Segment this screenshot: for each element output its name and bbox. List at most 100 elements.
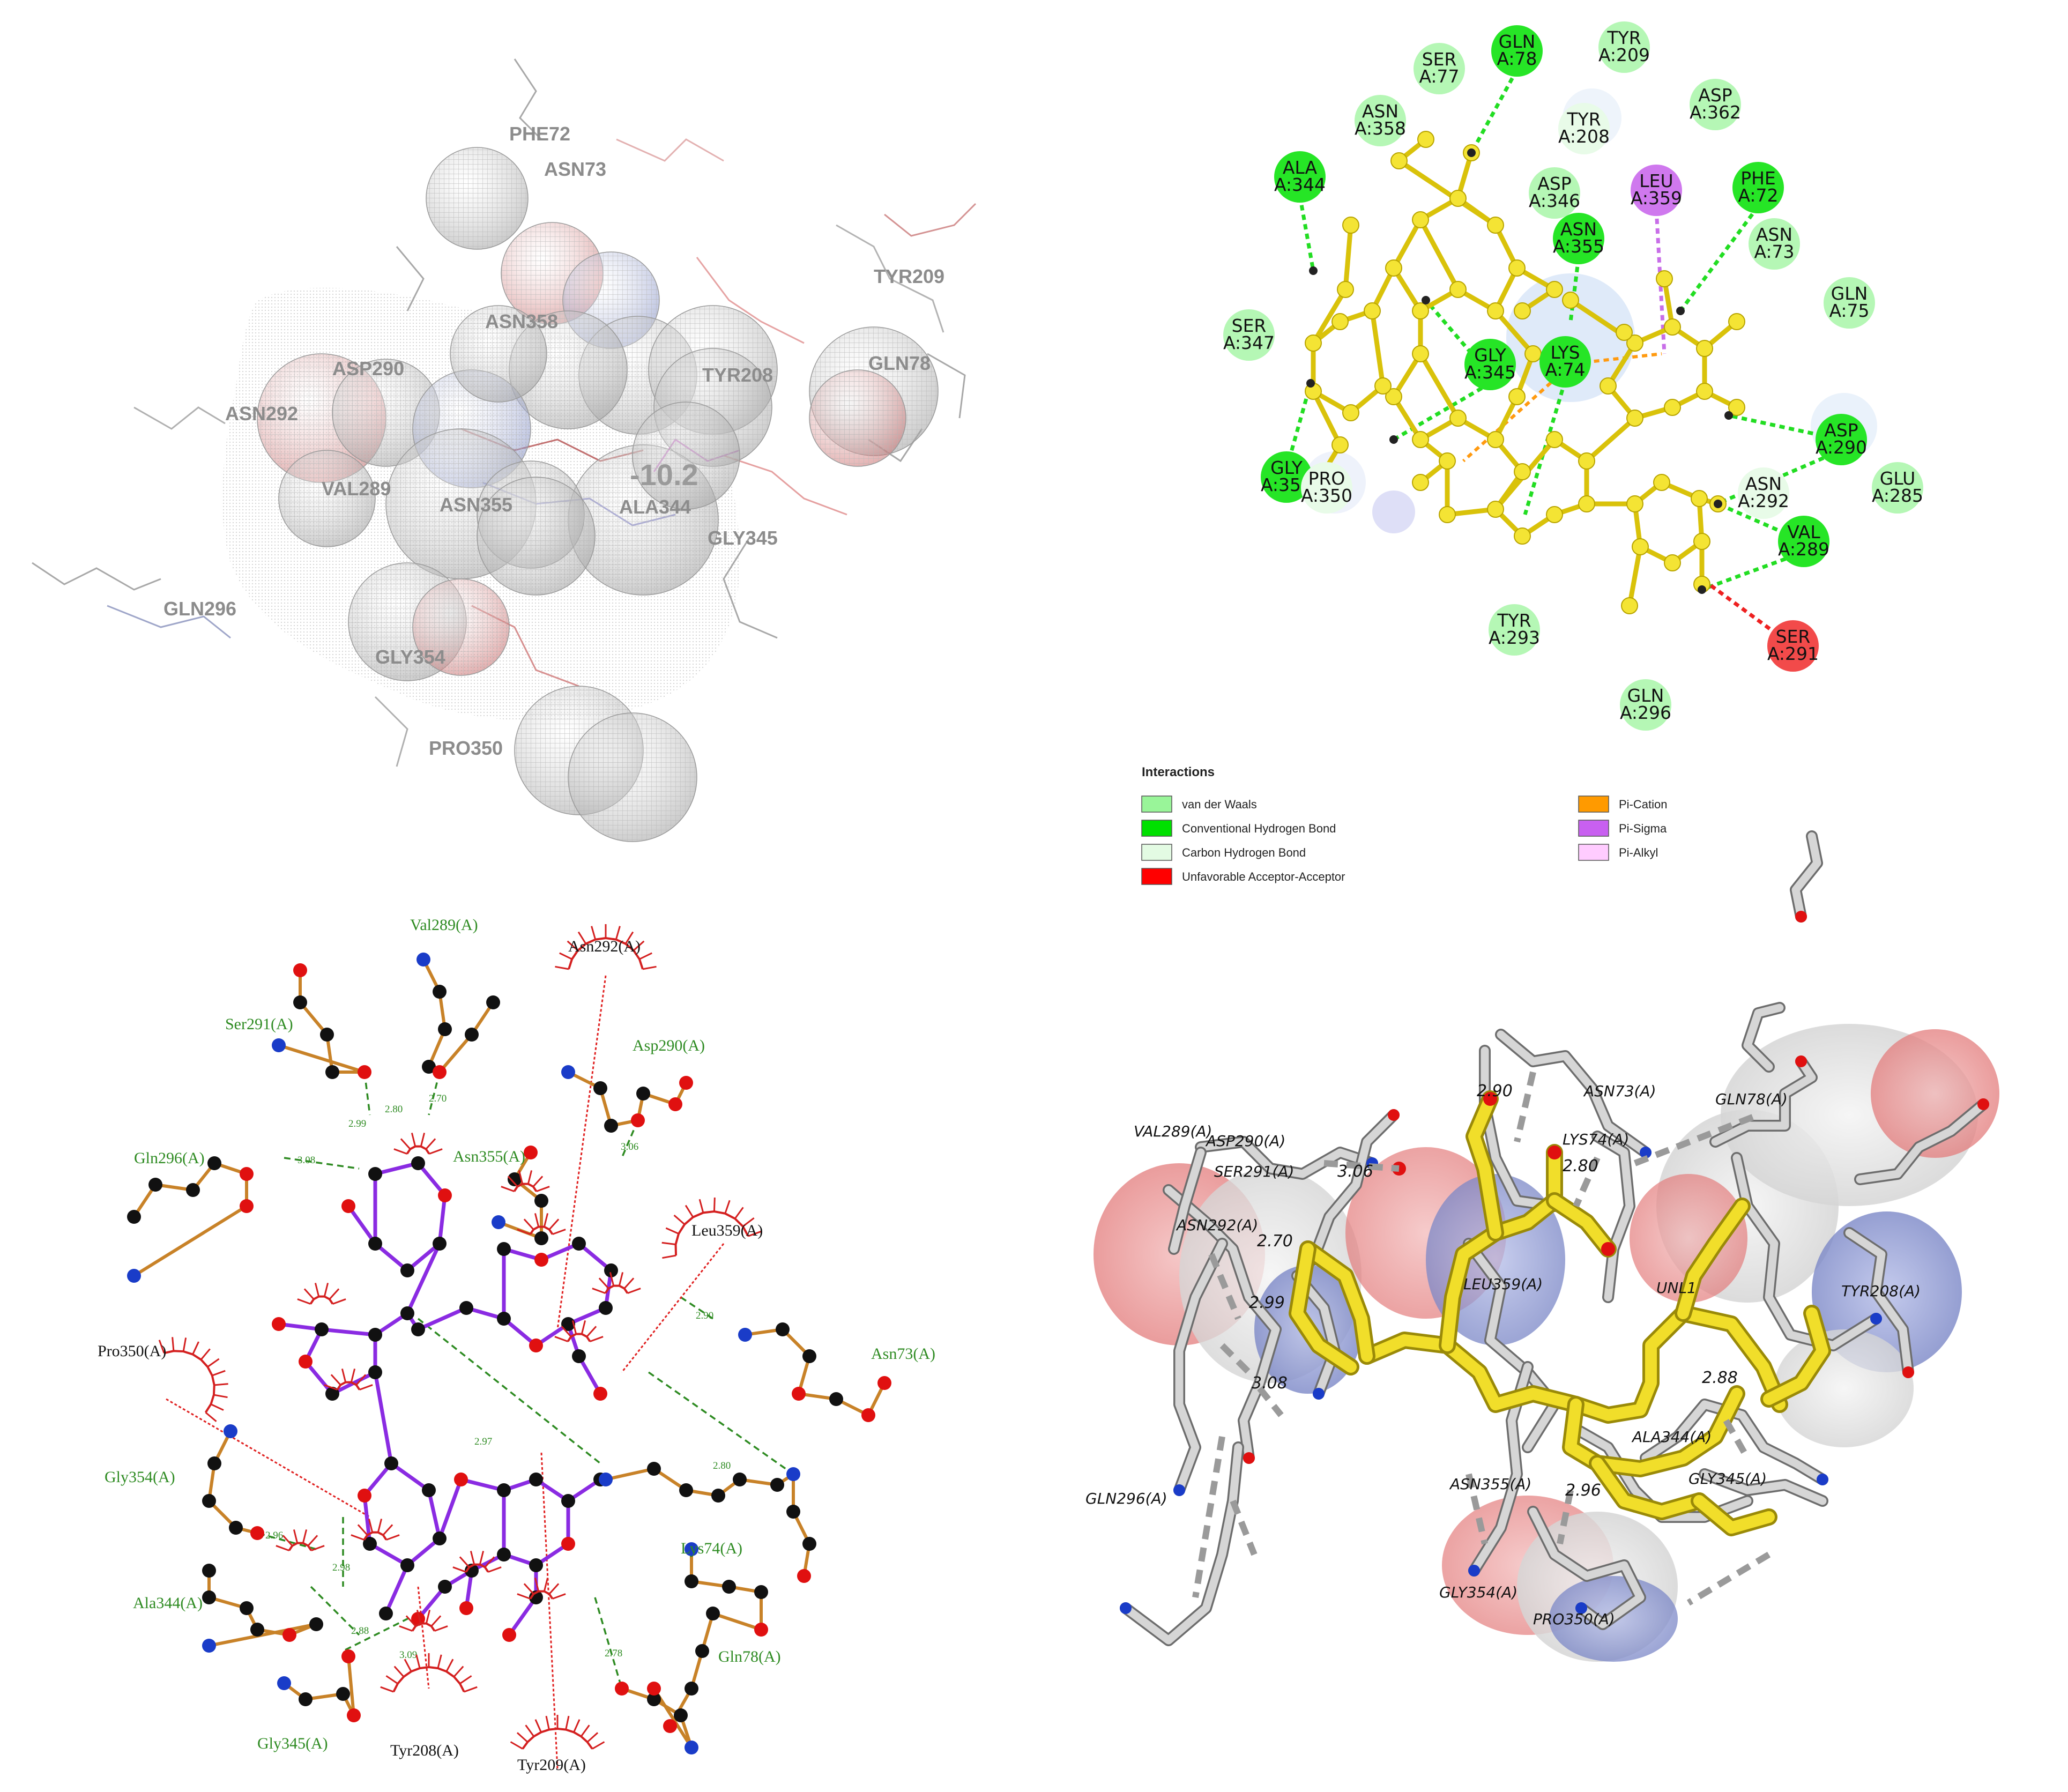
ligand-atom [411, 1322, 425, 1336]
residue-label-gln78: GLN78 [868, 352, 931, 374]
ligand-atom [1562, 292, 1579, 309]
residue-atom [604, 1119, 618, 1133]
ligand-atom [363, 1537, 377, 1551]
ligand-atom [368, 1237, 382, 1251]
residue-number: A:344 [1274, 174, 1326, 195]
distance-label: 2.90 [1477, 1082, 1513, 1101]
residue-number: A:291 [1767, 643, 1819, 664]
ligand-hydrogen [1724, 411, 1733, 420]
ligand-bond [374, 1242, 409, 1272]
hbond-line [1701, 550, 1805, 592]
atom-tip [1243, 1452, 1255, 1464]
hydrophobic-arc [661, 1198, 762, 1259]
label-unl1: UNL1 [1656, 1279, 1697, 1297]
residue-stick [1593, 1132, 1634, 1302]
residue-atom [277, 1676, 291, 1690]
residue-label-pro350: PRO350 [429, 737, 503, 759]
hbond-dash [1686, 1551, 1771, 1606]
ligand-bond [1493, 309, 1535, 355]
atom-tip [1795, 911, 1807, 923]
hydrophobic-arc [324, 1369, 373, 1391]
residue-label-val289: VAL289 [322, 478, 391, 500]
residue-disc [1464, 339, 1516, 390]
hydrophobic-arc [517, 1213, 566, 1235]
label-gly345a: GLY345(A) [1688, 1470, 1767, 1488]
residue-atom [534, 1194, 548, 1208]
ligand-atom [400, 1263, 414, 1277]
ligand-atom [1514, 302, 1531, 319]
ligand-hydrogen [1467, 148, 1476, 157]
ligand-atom [561, 1317, 575, 1331]
residue-disc [1223, 309, 1275, 361]
hydrophobic-arc [276, 1529, 325, 1551]
ligand-atom [368, 1167, 382, 1181]
residue-atom [207, 1456, 221, 1470]
ligand-atom [299, 1355, 313, 1369]
residue-bond [438, 1033, 473, 1073]
residue-atom [148, 1178, 162, 1192]
residue-label-asn355: ASN355 [440, 494, 512, 516]
residue-atom [647, 1682, 661, 1696]
legend-swatch [1578, 795, 1609, 813]
ligand-bond [427, 1490, 442, 1539]
hbond-dash [680, 1296, 713, 1320]
ligand-bond [508, 1596, 538, 1637]
label-gln296a: GLN296(A) [1085, 1490, 1167, 1507]
ligand-atom [572, 1349, 586, 1363]
residue-name: ALA [1283, 157, 1318, 178]
residue-name: TYR [1566, 109, 1601, 130]
ligand-atom [1439, 506, 1456, 523]
hydrophobic-arc [554, 1320, 604, 1342]
residue-stick [1711, 1057, 1816, 1146]
residue-label-gly354: GLY354 [375, 646, 445, 668]
ligand-atom [1364, 302, 1381, 319]
ligand-bond [347, 1204, 377, 1245]
hbond-line [1568, 257, 1581, 322]
ligand-bond [373, 1372, 393, 1464]
residue-atom [272, 1038, 286, 1052]
hbond-dash [363, 1072, 371, 1116]
residue-label-ser291: Ser291(A) [225, 1015, 293, 1033]
hbond-dash [1257, 1386, 1284, 1417]
residue-disc [1489, 604, 1540, 656]
residue-atom [722, 1580, 736, 1594]
distance-label: 2.80 [1563, 1157, 1598, 1176]
residue-atom [647, 1462, 661, 1476]
residue-bond [209, 1623, 317, 1647]
hydrophobic-line [556, 975, 607, 1330]
distance-label: 3.08 [1252, 1374, 1288, 1393]
ligand-atom [534, 1253, 548, 1267]
mesh-sphere-grid [477, 477, 595, 595]
ligand-atom [1626, 495, 1643, 512]
residue-atom [438, 1022, 452, 1036]
atom-tip [1313, 1388, 1325, 1400]
ligand-stick [1591, 1458, 1705, 1518]
residue-atom [202, 1639, 216, 1653]
hydrophobic-arc [517, 1578, 566, 1600]
mesh-sphere-grid [809, 370, 906, 466]
residue-label-asn73: Asn73(A) [871, 1345, 935, 1363]
residue-label-lys74: Lys74(A) [681, 1540, 742, 1557]
hbond-dash [284, 1157, 360, 1170]
residue-atom [754, 1623, 768, 1637]
residue-disc [1778, 516, 1829, 567]
hbond-line [1469, 69, 1519, 154]
atom-tip [1640, 1147, 1652, 1158]
molecular-surfaces [1093, 1024, 1999, 1662]
residue-name: ASP [1698, 85, 1732, 106]
residue-atom [240, 1167, 254, 1181]
mesh-sphere-outline [632, 401, 740, 510]
hydrophobic-line [417, 1586, 430, 1689]
residue-number: A:362 [1690, 102, 1741, 123]
ligand-atom [1626, 334, 1643, 352]
hbond-line [1679, 205, 1760, 313]
residue-stick [1529, 1507, 1645, 1629]
ligand-atom [1626, 410, 1643, 427]
mesh-sphere-outline [426, 147, 529, 250]
